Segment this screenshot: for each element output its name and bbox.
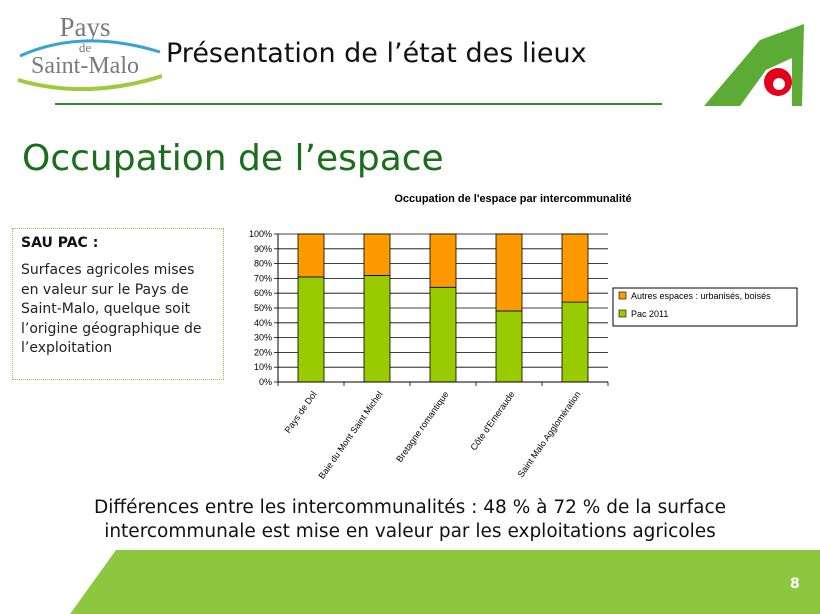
y-tick-label: 20% xyxy=(254,347,272,357)
header-title: Présentation de l’état des lieux xyxy=(166,38,587,69)
bar-pac xyxy=(495,310,523,383)
y-tick-label: 60% xyxy=(254,288,272,298)
x-tick-label: Saint Malo Agglomération xyxy=(516,389,583,479)
agency-logo xyxy=(704,24,804,106)
stacked-bar-chart: Occupation de l'espace par intercommunal… xyxy=(249,193,798,481)
logo-line1: Pays xyxy=(59,12,110,42)
page-number: 8 xyxy=(790,576,800,592)
x-tick-label: Côte d'Emeraude xyxy=(468,389,516,452)
logo-line3: Saint-Malo xyxy=(31,53,139,79)
logo-line2: de xyxy=(79,40,92,55)
legend-swatch xyxy=(618,291,627,300)
bar-autres xyxy=(495,233,523,312)
chart-bars xyxy=(297,233,589,383)
y-tick-label: 0% xyxy=(259,377,272,387)
footer-band xyxy=(70,550,820,614)
legend-label: Autres espaces : urbanisés, boisés xyxy=(631,291,771,301)
x-tick-label: Pays de Dol xyxy=(283,389,319,434)
y-tick-label: 90% xyxy=(254,244,272,254)
y-tick-label: 100% xyxy=(249,229,272,239)
bar-autres xyxy=(363,233,391,276)
legend-swatch xyxy=(618,309,627,318)
x-tick-label: Baie du Mont Saint Michel xyxy=(316,389,384,480)
bar-autres xyxy=(561,233,589,303)
definition-box: SAU PAC : Surfaces agricoles mises en va… xyxy=(12,228,224,380)
section-title: Occupation de l’espace xyxy=(22,138,444,179)
y-tick-label: 50% xyxy=(254,303,272,313)
logo-blue-swoosh xyxy=(19,39,161,58)
bar-pac xyxy=(429,286,457,383)
bar-pac xyxy=(363,275,391,383)
bar-pac xyxy=(561,301,589,383)
logo-red-mark-inner xyxy=(773,78,785,90)
pays-saint-malo-logo: Pays de Saint-Malo xyxy=(17,12,162,92)
y-tick-label: 40% xyxy=(254,318,272,328)
header-divider xyxy=(55,103,662,105)
definition-text: Surfaces agricoles mises en valeur sur l… xyxy=(21,262,202,356)
logo-green-swoosh xyxy=(17,74,162,92)
conclusion-line1: Différences entre les intercommunalités … xyxy=(93,497,727,518)
x-tick-label: Bretagne romantique xyxy=(394,389,450,464)
definition-heading: SAU PAC : xyxy=(21,235,99,251)
y-tick-label: 70% xyxy=(254,273,272,283)
chart-y-axis: 0% 10% 20% 30% 40% 50% 60% 70% 80% 90% 100% xyxy=(249,229,279,387)
bar-pac xyxy=(297,276,325,383)
conclusion-line2: intercommunale est mise en valeur par le… xyxy=(104,521,716,542)
y-tick-label: 80% xyxy=(254,259,272,269)
y-tick-label: 10% xyxy=(254,362,272,372)
legend-frame xyxy=(612,287,798,327)
y-tick-label: 30% xyxy=(254,333,272,343)
conclusion-text: Différences entre les intercommunalités … xyxy=(0,496,820,544)
chart-title: Occupation de l'espace par intercommunal… xyxy=(394,193,631,205)
footer-band-shape xyxy=(70,550,820,614)
legend-label: Pac 2011 xyxy=(631,309,668,319)
bar-autres xyxy=(429,233,457,288)
bar-autres xyxy=(297,233,325,278)
chart-legend: Autres espaces : urbanisés, boisés Pac 20… xyxy=(612,287,798,327)
